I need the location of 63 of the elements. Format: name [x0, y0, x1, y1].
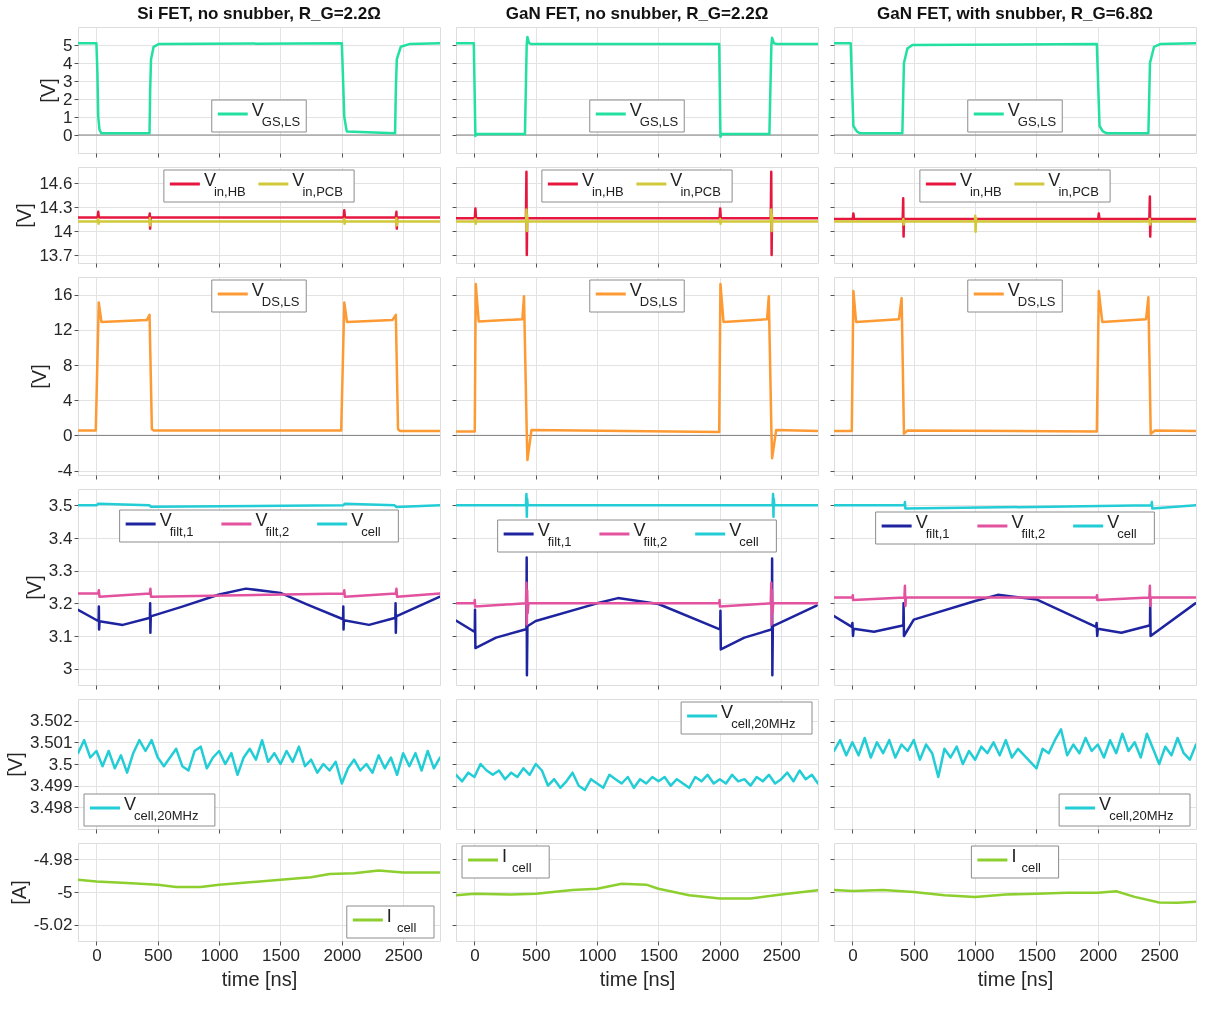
y-axis-title: [A] — [7, 880, 30, 905]
y-tick-label: 4 — [63, 53, 73, 73]
y-tick-label: 3.501 — [29, 732, 73, 752]
y-tick-label: 0 — [63, 425, 73, 445]
y-tick-label: 12 — [53, 320, 73, 340]
y-tick-label: 3.498 — [29, 797, 73, 817]
x-tick-label: 2500 — [762, 945, 801, 965]
chart-title: GaN FET, no snubber, R_G=2.2Ω — [505, 4, 769, 23]
y-tick-label: 1 — [63, 107, 73, 127]
x-axis-title: time [ns] — [599, 967, 676, 990]
y-tick-label: -4 — [57, 461, 73, 481]
y-tick-label: 14.6 — [39, 173, 73, 193]
y-tick-label: -4.98 — [33, 849, 73, 869]
y-tick-label: 3.4 — [48, 528, 73, 548]
x-tick-label: 500 — [900, 945, 929, 965]
y-tick-label: 14.3 — [39, 197, 73, 217]
x-tick-label: 500 — [522, 945, 551, 965]
y-tick-label: -5.02 — [33, 915, 73, 935]
x-tick-label: 1500 — [262, 945, 300, 965]
y-tick-label: 0 — [63, 125, 73, 145]
x-axis-title: time [ns] — [977, 967, 1054, 990]
y-tick-label: 3.2 — [48, 593, 73, 613]
x-tick-label: 0 — [92, 945, 102, 965]
y-tick-label: 3.499 — [29, 776, 73, 796]
y-tick-label: 3.5 — [48, 754, 73, 774]
y-tick-label: -5 — [57, 882, 73, 902]
x-tick-label: 0 — [848, 945, 858, 965]
y-tick-label: 3 — [63, 71, 73, 91]
x-tick-label: 2500 — [1140, 945, 1179, 965]
y-tick-label: 3.502 — [29, 711, 73, 731]
y-tick-label: 2 — [63, 89, 73, 109]
x-tick-label: 2000 — [701, 945, 740, 965]
x-tick-label: 2500 — [384, 945, 423, 965]
chart-title: GaN FET, with snubber, R_G=6.8Ω — [877, 4, 1153, 23]
y-axis-title: [V] — [37, 78, 60, 103]
x-axis-title: time [ns] — [221, 967, 298, 990]
x-tick-label: 1500 — [1018, 945, 1056, 965]
y-tick-label: 4 — [63, 390, 73, 410]
chart-title: Si FET, no snubber, R_G=2.2Ω — [137, 4, 381, 23]
y-tick-label: 14 — [53, 221, 73, 241]
y-axis-title: [V] — [13, 203, 36, 228]
x-tick-label: 500 — [144, 945, 173, 965]
y-tick-label: 3 — [63, 659, 73, 679]
y-tick-label: 8 — [63, 355, 73, 375]
x-tick-label: 0 — [470, 945, 480, 965]
y-axis-title: [V] — [27, 364, 50, 389]
y-tick-label: 3.1 — [48, 626, 73, 646]
x-tick-label: 1500 — [640, 945, 678, 965]
y-tick-label: 3.5 — [48, 495, 73, 515]
y-tick-label: 5 — [63, 35, 73, 55]
y-axis-title: [V] — [22, 575, 45, 600]
y-tick-label: 13.7 — [39, 245, 73, 265]
legend-label: Icell — [386, 906, 417, 935]
x-tick-label: 1000 — [956, 945, 995, 965]
y-axis-title: [V] — [3, 752, 26, 777]
y-tick-label: 3.3 — [48, 561, 73, 581]
x-tick-label: 1000 — [578, 945, 617, 965]
x-tick-label: 2000 — [323, 945, 362, 965]
x-tick-label: 2000 — [1079, 945, 1118, 965]
x-tick-label: 1000 — [200, 945, 239, 965]
y-tick-label: 16 — [53, 285, 73, 305]
legend-label: Icell — [502, 846, 532, 875]
legend-label: Icell — [1011, 846, 1042, 875]
